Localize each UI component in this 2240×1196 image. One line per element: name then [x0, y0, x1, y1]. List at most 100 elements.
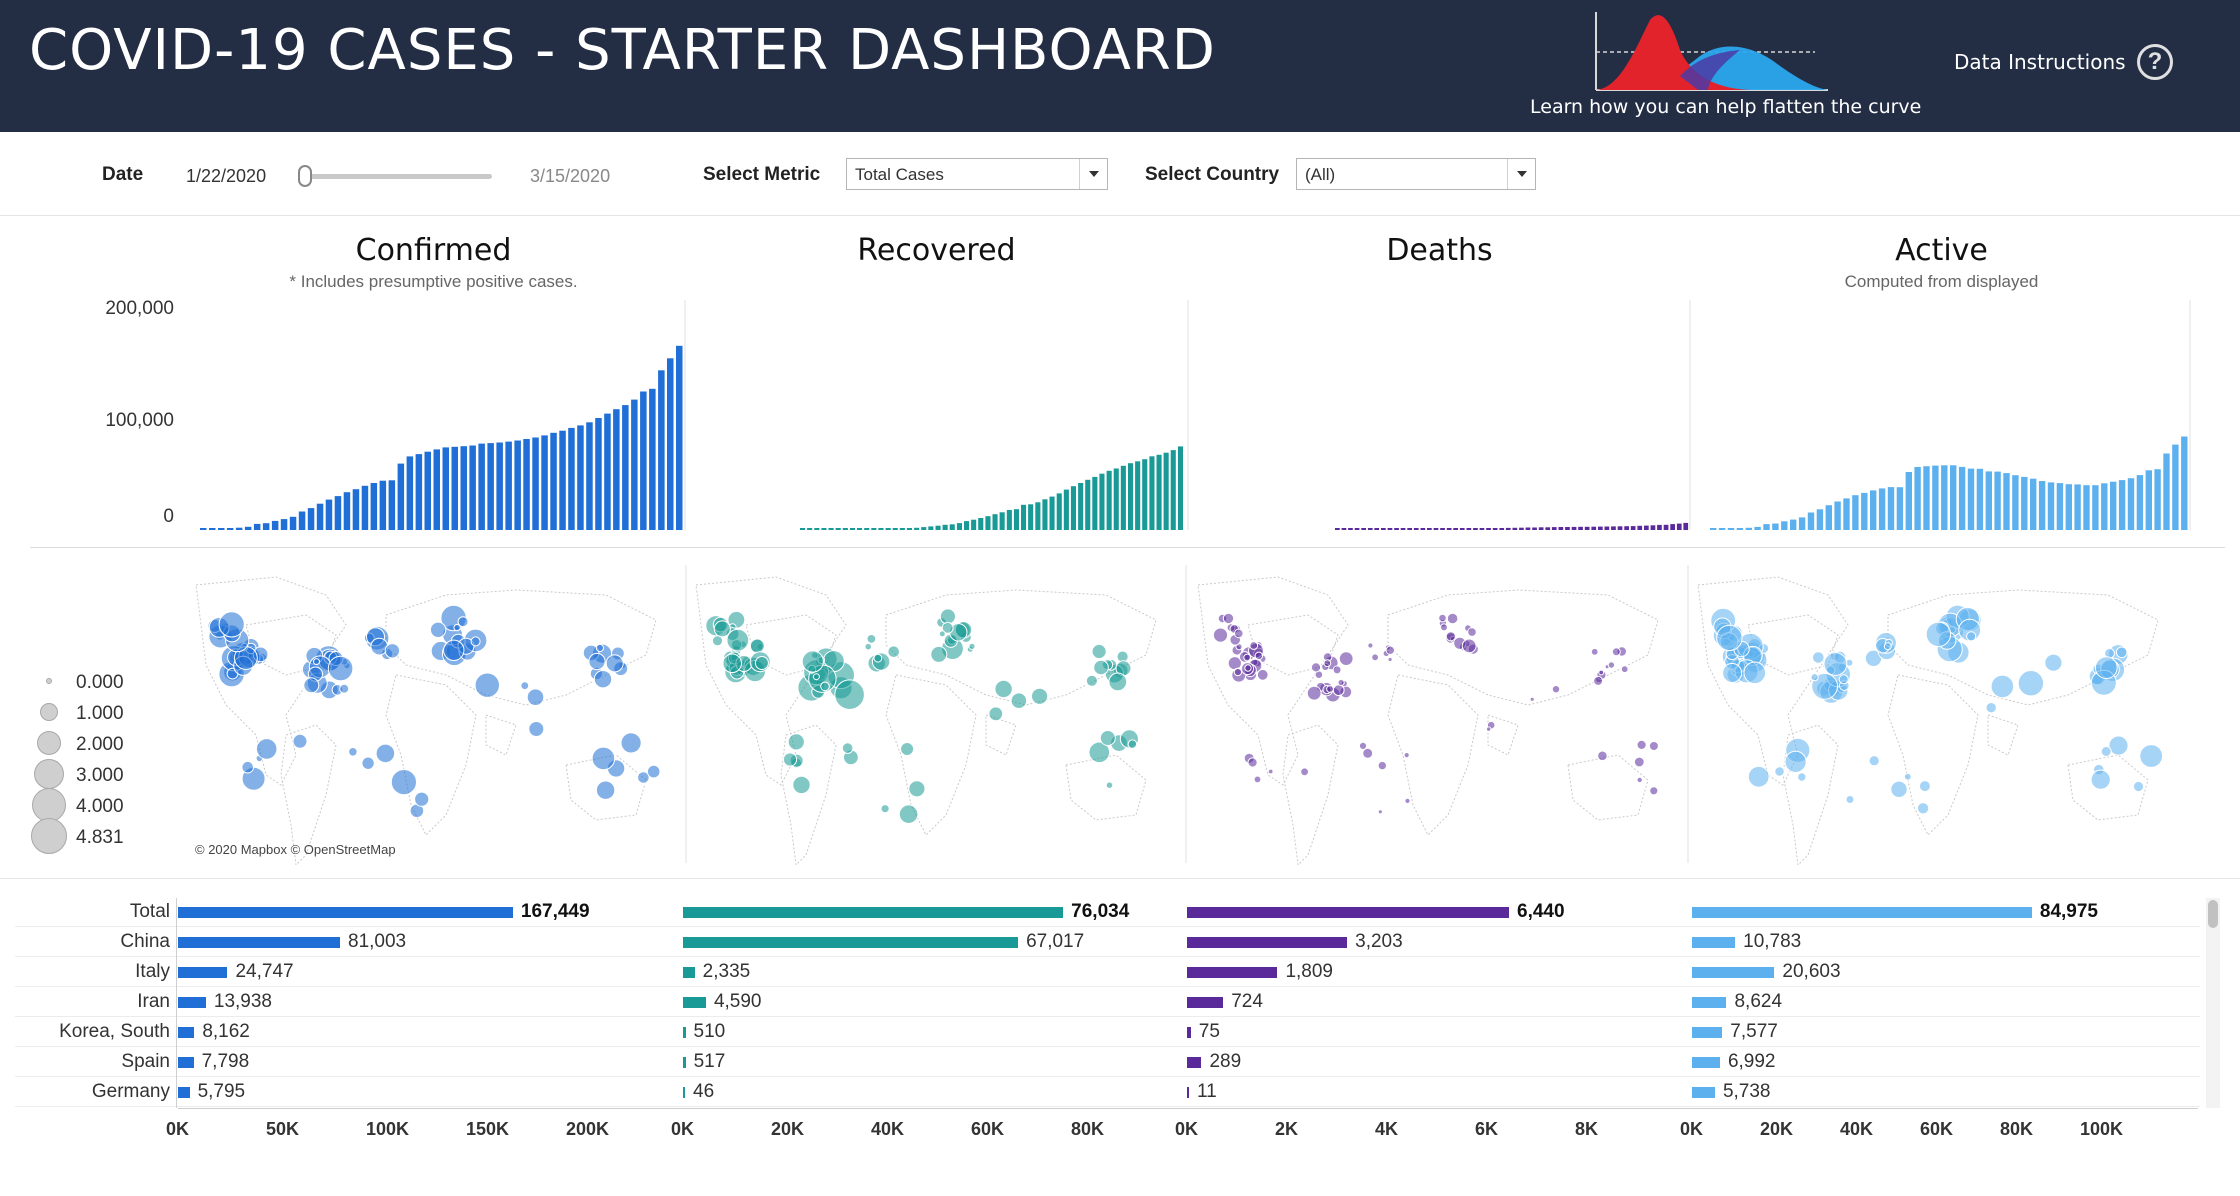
bar-recovered[interactable] — [1028, 504, 1034, 530]
bar-confirmed[interactable] — [218, 528, 225, 530]
bar-active[interactable] — [1710, 528, 1717, 530]
map-marker[interactable] — [1253, 775, 1262, 784]
map-marker[interactable] — [1234, 628, 1244, 639]
bar-recovered[interactable] — [914, 527, 920, 530]
bar-deaths[interactable] — [1394, 528, 1399, 530]
world-maps[interactable] — [0, 565, 2240, 865]
map-recovered[interactable] — [695, 565, 1187, 865]
bar-active[interactable] — [2065, 484, 2072, 530]
bar-confirmed[interactable] — [559, 430, 566, 530]
map-marker[interactable] — [470, 636, 481, 647]
map-marker[interactable] — [457, 616, 469, 628]
map-marker[interactable] — [1243, 653, 1252, 662]
map-marker[interactable] — [1306, 685, 1322, 701]
bar-active[interactable] — [1932, 465, 1939, 530]
map-marker[interactable] — [1446, 612, 1459, 625]
bar-recovered[interactable] — [892, 528, 898, 530]
bar-confirmed[interactable] — [209, 528, 216, 530]
table-bar-active[interactable] — [1692, 1027, 1723, 1038]
bar-deaths[interactable] — [1512, 527, 1518, 530]
table-row-label[interactable]: Iran — [137, 991, 170, 1012]
bar-deaths[interactable] — [1617, 526, 1623, 530]
map-marker[interactable] — [595, 643, 604, 653]
bar-active[interactable] — [2127, 478, 2135, 530]
bar-deaths[interactable] — [1341, 528, 1347, 530]
bar-active[interactable] — [1905, 472, 1912, 530]
map-marker[interactable] — [1649, 786, 1659, 796]
bar-confirmed[interactable] — [667, 358, 674, 530]
bar-confirmed[interactable] — [613, 409, 620, 530]
bar-confirmed[interactable] — [586, 422, 593, 530]
map-marker[interactable] — [968, 642, 976, 650]
map-marker[interactable] — [820, 681, 830, 692]
bar-confirmed[interactable] — [361, 485, 369, 530]
bar-recovered[interactable] — [1006, 510, 1012, 530]
map-marker[interactable] — [898, 804, 919, 824]
bar-recovered[interactable] — [906, 528, 912, 530]
bar-recovered[interactable] — [985, 516, 991, 530]
map-marker[interactable] — [1607, 661, 1616, 669]
map-marker[interactable] — [2044, 653, 2063, 672]
map-marker[interactable] — [749, 638, 765, 654]
map-marker[interactable] — [1085, 674, 1098, 687]
bar-recovered[interactable] — [1106, 470, 1112, 530]
bar-confirmed[interactable] — [226, 528, 234, 530]
table-bar-confirmed[interactable] — [178, 1057, 194, 1068]
metric-dropdown[interactable]: Total Cases — [846, 158, 1108, 190]
map-marker[interactable] — [1812, 651, 1825, 664]
map-marker[interactable] — [866, 634, 877, 644]
map-marker[interactable] — [1838, 674, 1849, 685]
bar-active[interactable] — [1772, 523, 1779, 531]
map-marker[interactable] — [787, 733, 805, 751]
bar-confirmed[interactable] — [262, 523, 270, 530]
map-marker[interactable] — [292, 733, 308, 749]
bar-recovered[interactable] — [828, 528, 834, 530]
bar-confirmed[interactable] — [433, 449, 441, 530]
bar-deaths[interactable] — [1367, 528, 1373, 530]
bar-confirmed[interactable] — [235, 527, 243, 530]
table-row-label[interactable]: Spain — [121, 1051, 170, 1072]
bar-active[interactable] — [1816, 509, 1824, 530]
bar-deaths[interactable] — [1624, 526, 1629, 530]
flatten-curve-link[interactable]: Learn how you can help flatten the curve — [1530, 96, 1922, 118]
table-row-label[interactable]: Total — [129, 901, 170, 922]
map-marker[interactable] — [1918, 780, 1931, 793]
map-marker[interactable] — [2017, 670, 2045, 697]
bar-recovered[interactable] — [814, 528, 820, 530]
data-instructions-button[interactable]: Data Instructions — [1954, 50, 2126, 74]
bar-recovered[interactable] — [821, 528, 827, 530]
bar-recovered[interactable] — [921, 527, 927, 530]
bar-active[interactable] — [2110, 481, 2117, 530]
map-marker[interactable] — [1300, 767, 1309, 777]
map-marker[interactable] — [390, 769, 417, 796]
bar-confirmed[interactable] — [451, 446, 459, 530]
bar-recovered[interactable] — [935, 525, 941, 530]
bar-confirmed[interactable] — [550, 432, 557, 530]
bar-confirmed[interactable] — [496, 442, 503, 531]
bar-confirmed[interactable] — [298, 511, 306, 531]
bar-deaths[interactable] — [1558, 527, 1564, 530]
bar-deaths[interactable] — [1551, 527, 1557, 530]
bar-confirmed[interactable] — [514, 440, 521, 531]
bar-deaths[interactable] — [1584, 526, 1590, 530]
map-marker[interactable] — [1611, 647, 1621, 657]
table-bar-active[interactable] — [1692, 997, 1727, 1008]
map-marker[interactable] — [1774, 766, 1785, 777]
bar-deaths[interactable] — [1473, 528, 1478, 530]
bar-deaths[interactable] — [1492, 528, 1498, 530]
bar-deaths[interactable] — [1427, 528, 1432, 530]
map-marker[interactable] — [792, 775, 811, 795]
map-marker[interactable] — [1597, 750, 1608, 762]
bar-recovered[interactable] — [835, 528, 841, 530]
bar-recovered[interactable] — [978, 518, 984, 530]
table-bar-confirmed[interactable] — [178, 1087, 190, 1098]
bar-recovered[interactable] — [1063, 489, 1069, 530]
bar-recovered[interactable] — [1128, 463, 1134, 530]
bar-recovered[interactable] — [1013, 509, 1019, 530]
table-scrollbar[interactable] — [2206, 898, 2220, 1108]
bar-active[interactable] — [2003, 473, 2010, 530]
map-marker[interactable] — [801, 650, 824, 673]
bar-recovered[interactable] — [878, 528, 884, 530]
scrollbar-thumb[interactable] — [2208, 900, 2218, 928]
bar-confirmed[interactable] — [379, 480, 387, 530]
